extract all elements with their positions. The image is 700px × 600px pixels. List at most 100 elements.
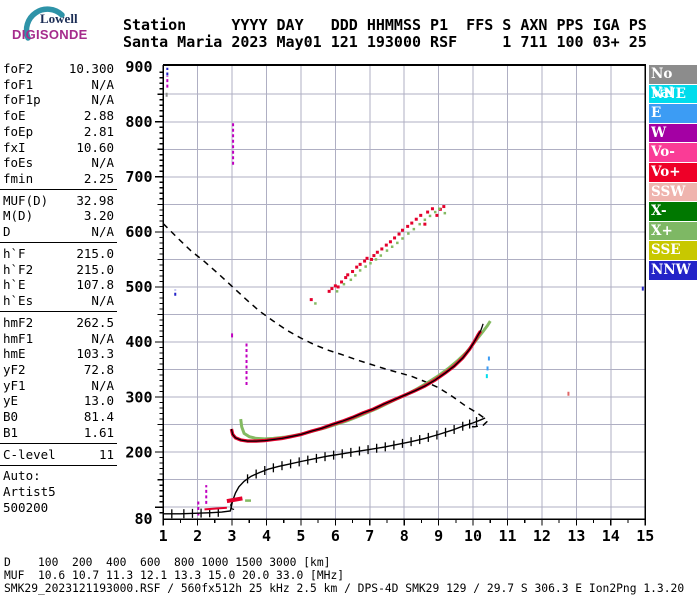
muf-row: MUF 10.6 10.7 11.3 12.1 13.3 15.0 20.0 3… xyxy=(4,569,345,583)
y-axis-tick-label: 600 xyxy=(125,223,152,241)
parameter-row: 500200 xyxy=(0,500,117,516)
parameter-label: Artist5 xyxy=(3,483,56,499)
parameter-value: 32.98 xyxy=(76,192,114,208)
legend-entry: NNW xyxy=(649,260,697,280)
parameter-label: yE xyxy=(3,393,19,409)
station-header: Station YYYY DAY DDD HHMMSS P1 FFS S AXN… xyxy=(123,17,647,51)
panel-divider xyxy=(0,443,117,445)
parameter-row: B0 81.4 xyxy=(0,409,117,425)
parameter-value: 1.61 xyxy=(83,424,114,440)
parameter-label: foE xyxy=(3,108,26,124)
x-axis-tick-label: 14 xyxy=(602,527,620,545)
parameter-row: h`E 107.8 xyxy=(0,277,117,293)
parameter-label: B0 xyxy=(3,409,19,425)
file-info-row: SMK29_2023121193000.RSF / 560fx512h 25 k… xyxy=(4,582,685,596)
parameter-label: B1 xyxy=(3,424,19,440)
y-axis-tick-label: 800 xyxy=(125,113,152,131)
parameter-row: fxI 10.60 xyxy=(0,140,117,156)
parameter-row: fmin 2.25 xyxy=(0,171,117,187)
parameter-label: foF1 xyxy=(3,76,34,92)
parameter-label: hmF2 xyxy=(3,314,34,330)
parameter-row: C-level 11 xyxy=(0,447,117,463)
parameter-value: 2.81 xyxy=(83,123,114,139)
legend-entry: W xyxy=(649,123,697,143)
parameter-value: 81.4 xyxy=(83,409,114,425)
parameter-value: N/A xyxy=(91,224,114,240)
parameter-value: 11 xyxy=(98,446,114,462)
parameter-value: 262.5 xyxy=(76,314,114,330)
legend-entry: Vo- xyxy=(649,143,697,162)
legend-entry: SSE xyxy=(649,241,697,260)
parameter-label: h`E xyxy=(3,277,26,293)
parameter-value: 2.25 xyxy=(83,171,114,187)
parameter-row: h`F 215.0 xyxy=(0,246,117,262)
parameter-row: h`Es N/A xyxy=(0,293,117,309)
y-axis-tick-label: 700 xyxy=(125,168,152,186)
parameter-label: MUF(D) xyxy=(3,192,49,208)
parameter-value: 10.60 xyxy=(76,139,114,155)
legend-entry: SSW xyxy=(649,182,697,202)
x-axis-tick-label: 6 xyxy=(331,527,340,545)
parameter-row: foEs N/A xyxy=(0,155,117,171)
legend-entry: E xyxy=(649,104,697,123)
x-axis-tick-label: 12 xyxy=(533,527,551,545)
parameter-label: h`F2 xyxy=(3,261,34,277)
panel-divider xyxy=(0,189,117,191)
parameter-row: hmF2 262.5 xyxy=(0,315,117,331)
parameter-panel: foF2 10.300 foF1 N/A foF1p N/A foE 2.88 foEp 2.81… xyxy=(0,61,117,515)
parameter-row: hmF1 N/A xyxy=(0,331,117,347)
parameter-label: foEp xyxy=(3,123,34,139)
y-axis-tick-label: 900 xyxy=(125,58,152,76)
parameter-value: 2.88 xyxy=(83,108,114,124)
y-axis-tick-label: 200 xyxy=(125,443,152,461)
parameter-row: MUF(D) 32.98 xyxy=(0,193,117,209)
parameter-label: foF1p xyxy=(3,92,41,108)
x-axis-tick-label: 5 xyxy=(296,527,305,545)
parameter-row: B1 1.61 xyxy=(0,425,117,441)
parameter-row: M(D) 3.20 xyxy=(0,208,117,224)
parameter-value: N/A xyxy=(91,377,114,393)
parameter-row: foE 2.88 xyxy=(0,108,117,124)
y-axis-tick-label: 80 xyxy=(134,510,152,528)
parameter-value: N/A xyxy=(91,155,114,171)
y-axis-tick-label: 300 xyxy=(125,388,152,406)
parameter-row: yF2 72.8 xyxy=(0,362,117,378)
x-axis-tick-label: 8 xyxy=(400,527,409,545)
panel-divider xyxy=(0,464,117,466)
x-axis-tick-label: 11 xyxy=(498,527,516,545)
parameter-row: D N/A xyxy=(0,224,117,240)
lowell-digisonde-logo: Lowell DIGISONDE xyxy=(2,2,114,52)
parameter-value: 72.8 xyxy=(83,361,114,377)
parameter-row: foEp 2.81 xyxy=(0,124,117,140)
parameter-value: 3.20 xyxy=(83,208,114,224)
x-axis-tick-label: 1 xyxy=(159,527,168,545)
header-station-values: Santa Maria 2023 May01 121 193000 RSF 1 … xyxy=(123,33,647,51)
y-axis-tick-label: 400 xyxy=(125,333,152,351)
parameter-label: 500200 xyxy=(3,499,49,515)
parameter-label: Auto: xyxy=(3,468,41,484)
footer-block: D 100 200 400 600 800 1000 1500 3000 [km… xyxy=(4,556,684,596)
parameter-label: hmE xyxy=(3,346,26,362)
parameter-value: 215.0 xyxy=(76,245,114,261)
parameter-row: yE 13.0 xyxy=(0,393,117,409)
parameter-value: 103.3 xyxy=(76,346,114,362)
x-axis-tick-label: 10 xyxy=(464,527,482,545)
x-axis-tick-label: 9 xyxy=(434,527,443,545)
parameter-value: N/A xyxy=(91,293,114,309)
parameter-label: M(D) xyxy=(3,208,34,224)
x-axis-tick-label: 2 xyxy=(193,527,202,545)
parameter-label: foEs xyxy=(3,155,34,171)
parameter-value: N/A xyxy=(91,330,114,346)
panel-divider xyxy=(0,242,117,244)
parameter-label: yF1 xyxy=(3,377,26,393)
logo-arc-icon xyxy=(23,6,65,41)
legend-entry: X- xyxy=(649,202,697,221)
parameter-row: Auto: xyxy=(0,468,117,484)
parameter-value: 13.0 xyxy=(83,393,114,409)
parameter-label: fxI xyxy=(3,139,26,155)
legend-entry: Vo+ xyxy=(649,162,697,182)
header-column-titles: Station YYYY DAY DDD HHMMSS P1 FFS S AXN… xyxy=(123,16,647,34)
logo-text-lowell: Lowell xyxy=(40,11,78,26)
x-axis-tick-label: 4 xyxy=(262,527,271,545)
legend-entry: No Val xyxy=(649,65,697,101)
